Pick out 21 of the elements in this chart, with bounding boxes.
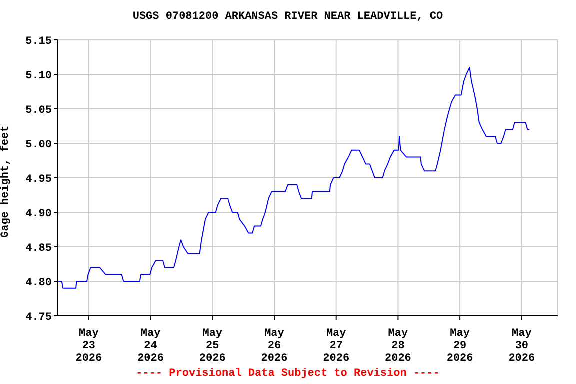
y-tick-label: 5.10 <box>26 70 52 82</box>
x-tick-label: May 25 2026 <box>199 328 226 366</box>
y-tick-label: 4.75 <box>26 312 52 324</box>
x-tick-label: May 28 2026 <box>385 328 412 366</box>
y-tick-label: 5.15 <box>26 36 52 48</box>
x-tick-label: May 29 2026 <box>446 328 474 366</box>
x-tick-label: May 27 2026 <box>323 328 350 366</box>
y-tick-label: 5.05 <box>26 104 52 117</box>
y-tick-label: 5.00 <box>26 139 52 152</box>
text: ---- Provisional Data Subject to Revision ---- <box>135 368 441 380</box>
x-tick-label: May 24 2026 <box>138 328 164 366</box>
y-tick-label: 4.95 <box>26 174 52 186</box>
chart-title: USGS 07081200 ARKANSAS RIVER NEAR LEADVILLE, CO <box>132 11 444 23</box>
x-tick-label: May 26 2026 <box>261 328 288 366</box>
y-axis-title: Gage height, feet <box>0 126 12 238</box>
x-tick-label: May 30 2026 <box>508 328 536 366</box>
y-tick-label: 4.85 <box>26 242 52 255</box>
x-tick-label: May 23 2026 <box>76 328 102 366</box>
line-series <box>58 67 530 289</box>
y-tick-label: 4.90 <box>26 208 52 220</box>
y-tick-label: 4.80 <box>26 277 52 290</box>
